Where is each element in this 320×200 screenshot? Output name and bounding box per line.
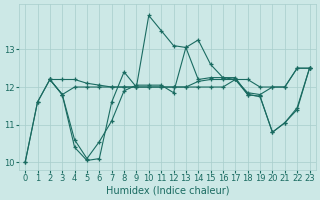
X-axis label: Humidex (Indice chaleur): Humidex (Indice chaleur) [106,186,229,196]
